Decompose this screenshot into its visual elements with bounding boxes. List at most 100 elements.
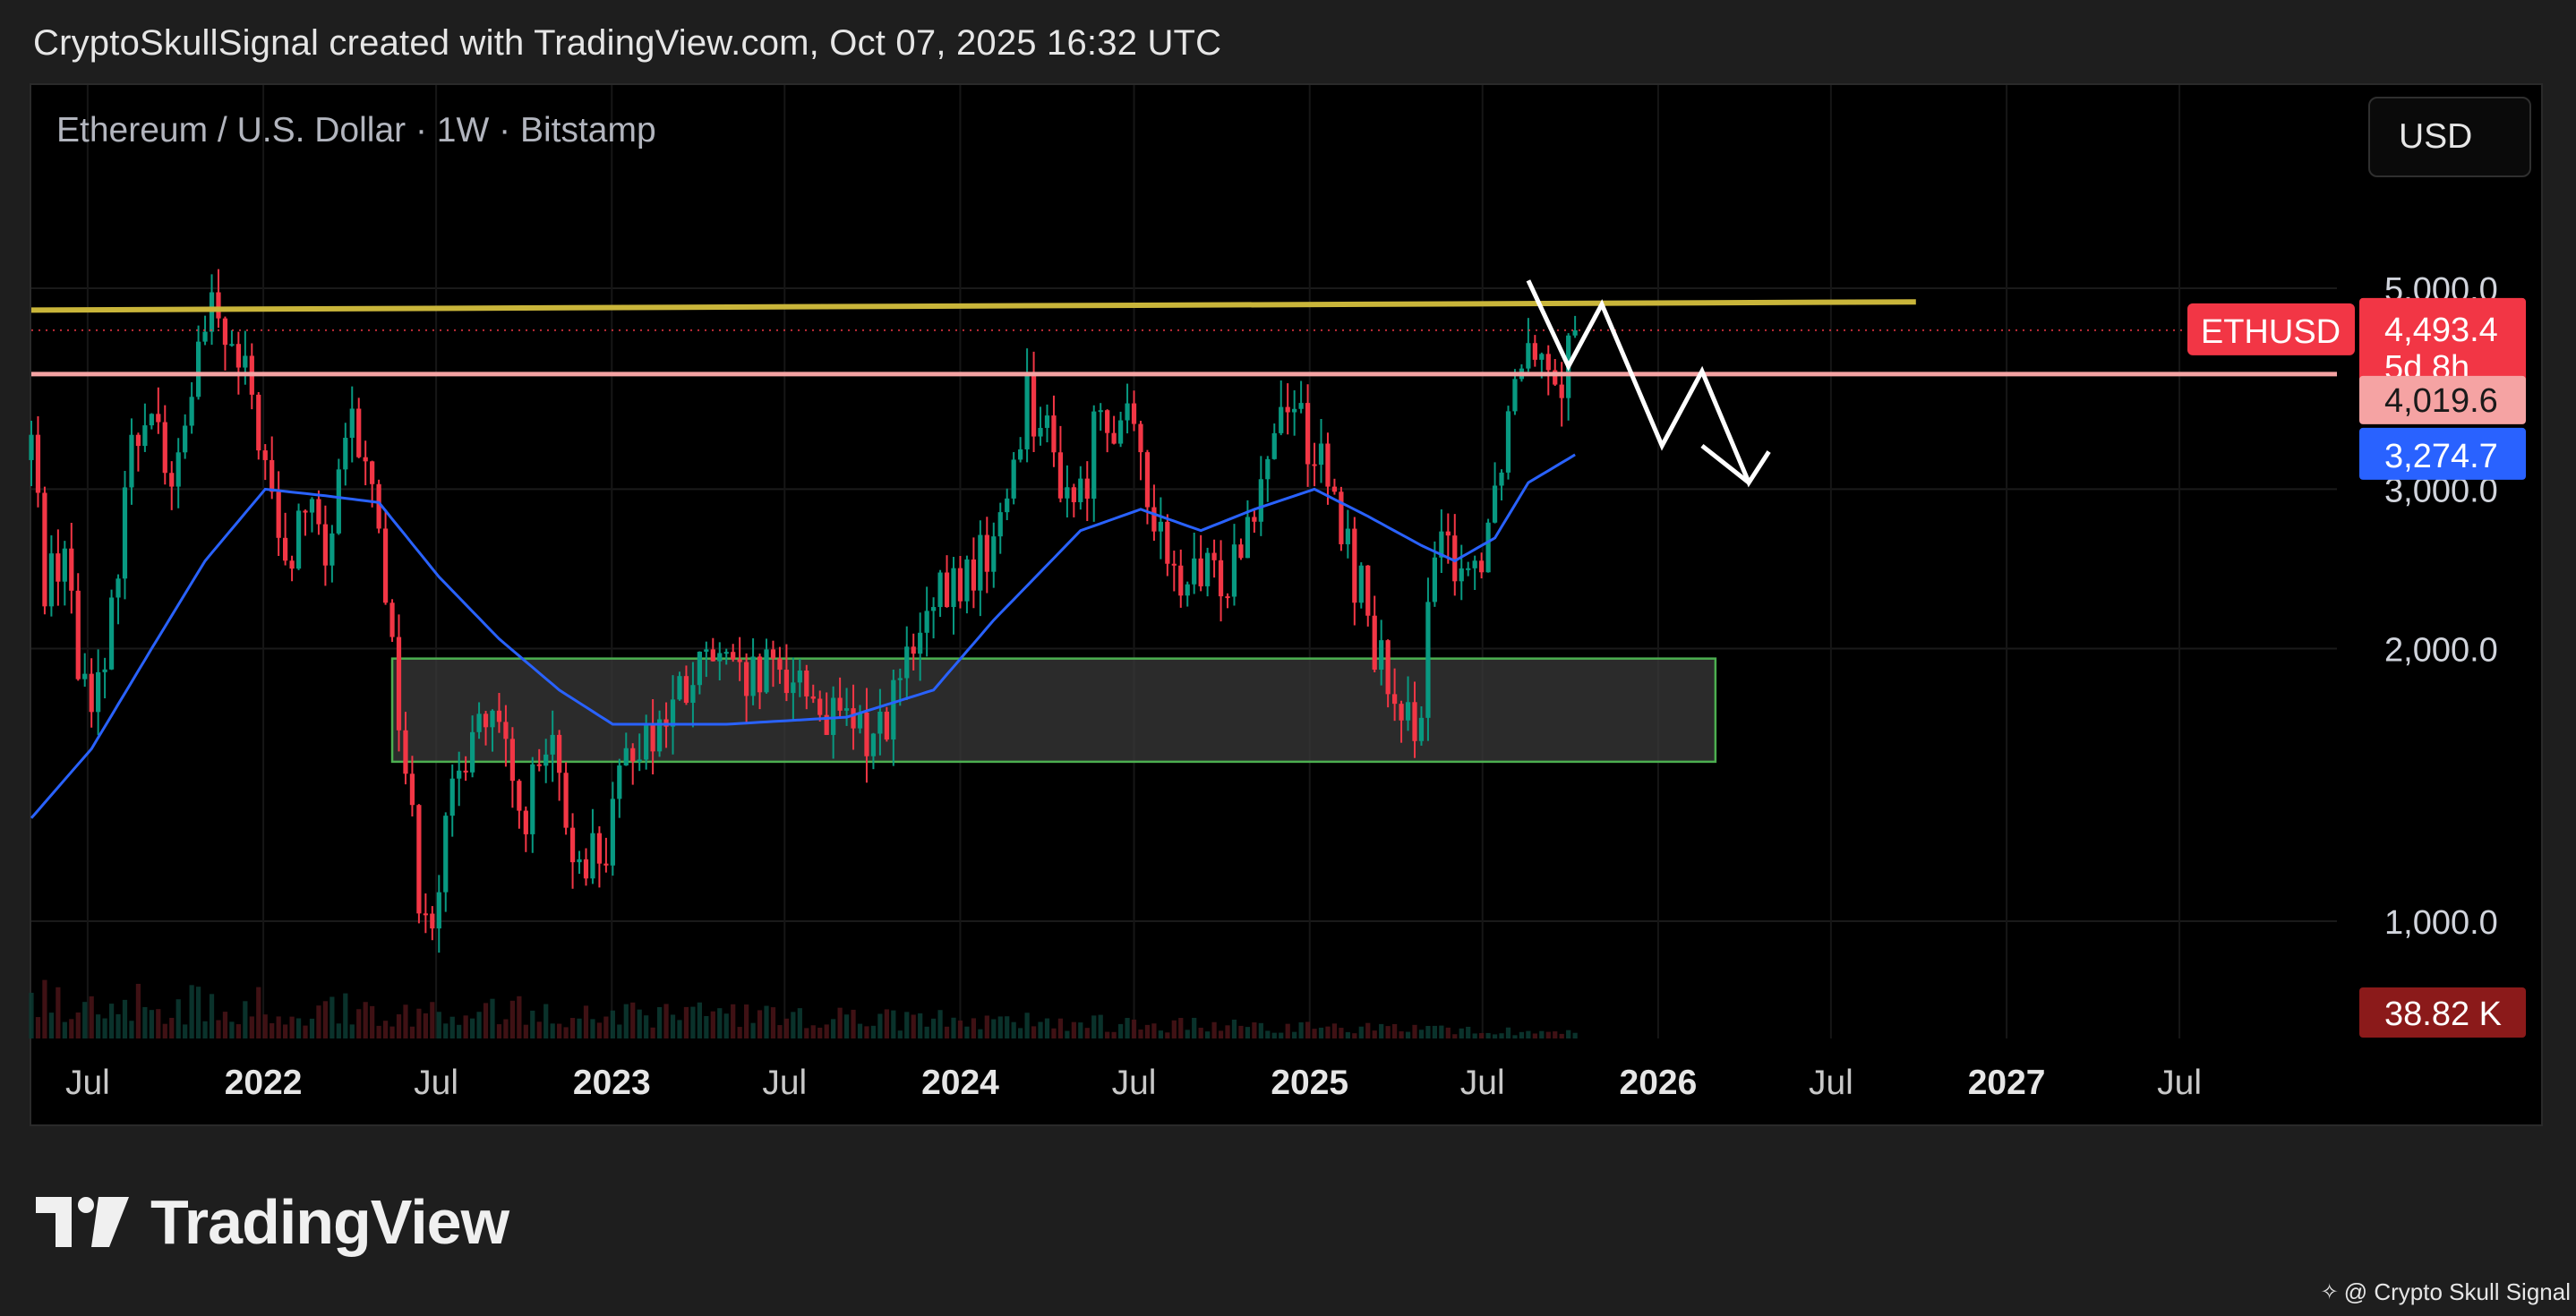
- candle-body: [162, 422, 167, 474]
- candle-body: [1379, 640, 1384, 671]
- candle-body: [343, 438, 348, 470]
- volume-bar: [62, 1021, 67, 1038]
- candle-body: [623, 748, 629, 766]
- volume-bar: [1038, 1021, 1043, 1038]
- candle-body: [744, 662, 749, 696]
- forecast-zigzag-arrow[interactable]: [1526, 279, 1771, 488]
- volume-bar: [329, 996, 335, 1038]
- candle-body: [1512, 379, 1518, 412]
- volume-bar: [864, 1026, 869, 1038]
- candle-body: [1305, 403, 1311, 465]
- candle-body: [1391, 694, 1398, 705]
- candle-body: [543, 754, 549, 766]
- volume-bar: [1545, 1031, 1551, 1038]
- volume-bar: [623, 1004, 629, 1038]
- volume-bar: [596, 1022, 603, 1038]
- candle-body: [1445, 531, 1451, 536]
- y-axis-label: 1,000.0: [2384, 904, 2498, 942]
- candle-body: [1439, 531, 1444, 558]
- volume-bar: [530, 1010, 535, 1038]
- volume-bar: [1391, 1023, 1398, 1038]
- candle-body: [557, 734, 562, 773]
- candle-body: [1071, 487, 1076, 502]
- candle-body: [1499, 472, 1504, 486]
- volume-bar: [617, 1024, 622, 1038]
- volume-bar: [750, 1022, 756, 1038]
- volume-bar: [737, 1027, 742, 1038]
- candle-body: [644, 723, 649, 760]
- candle-body: [1345, 528, 1350, 544]
- volume-bar: [1044, 1018, 1050, 1038]
- candle-body: [904, 646, 910, 679]
- volume-bar: [108, 1004, 115, 1038]
- volume-bar: [1279, 1032, 1284, 1038]
- volume-bar: [229, 1021, 235, 1038]
- candle-body: [1231, 544, 1237, 597]
- volume-bar: [991, 1019, 997, 1038]
- candle-body: [1352, 528, 1357, 603]
- candle-body: [944, 572, 950, 608]
- resistance-trendline[interactable]: [30, 299, 1916, 313]
- candle-body: [363, 457, 368, 462]
- candle-body: [1091, 411, 1097, 499]
- candle-body: [509, 739, 516, 782]
- volume-bar: [503, 1019, 509, 1038]
- currency-button[interactable]: USD: [2368, 97, 2531, 177]
- candle-body: [1258, 479, 1263, 522]
- volume-bar: [463, 1015, 468, 1038]
- volume-bar: [644, 1015, 649, 1038]
- volume-bar: [1225, 1025, 1230, 1038]
- volume-bar: [877, 1013, 883, 1038]
- accumulation-zone-box[interactable]: [390, 657, 1717, 764]
- volume-bar: [603, 1016, 609, 1038]
- tradingview-logo[interactable]: TradingView: [36, 1186, 509, 1258]
- candle-body: [1144, 452, 1151, 508]
- volume-bar: [189, 985, 194, 1038]
- volume-bar: [704, 1015, 709, 1038]
- x-axis-label: 2023: [573, 1064, 651, 1102]
- volume-bar: [156, 1009, 161, 1038]
- chart-pane[interactable]: [30, 83, 2543, 1126]
- volume-bar: [897, 1030, 903, 1038]
- candle-body: [403, 730, 408, 774]
- volume-bar: [1312, 1029, 1317, 1038]
- candle-body: [630, 748, 636, 762]
- candle-body: [1452, 535, 1458, 582]
- candle-body: [1472, 560, 1477, 568]
- candle-body: [1539, 354, 1545, 360]
- candle-body: [156, 414, 161, 423]
- volume-bar: [550, 1023, 555, 1038]
- candle-body: [1358, 565, 1364, 603]
- volume-bar: [810, 1025, 816, 1038]
- volume-bar: [1539, 1030, 1545, 1038]
- candle-body: [370, 461, 375, 484]
- volume-bar: [1078, 1022, 1083, 1038]
- volume-bar: [35, 1017, 41, 1038]
- volume-bar: [523, 1024, 528, 1038]
- candle-body: [1151, 507, 1157, 532]
- candle-body: [1138, 423, 1143, 453]
- candle-body: [764, 649, 769, 693]
- candle-body: [409, 773, 415, 806]
- candle-body: [1238, 544, 1244, 559]
- volume-bar: [169, 1017, 175, 1038]
- volume-bar: [723, 1013, 729, 1038]
- volume-bar: [1005, 1016, 1010, 1038]
- candle-body: [1057, 452, 1064, 499]
- candle-body: [1545, 354, 1551, 371]
- candle-body: [1279, 406, 1284, 433]
- candle-body: [750, 656, 756, 696]
- candle-body: [262, 450, 268, 460]
- support-price-tag: [2359, 375, 2526, 424]
- candle-body: [577, 859, 582, 863]
- volume-bar: [557, 1023, 562, 1038]
- volume-bar: [209, 994, 215, 1038]
- x-axis-label: Jul: [1460, 1064, 1505, 1102]
- candle-body: [797, 671, 802, 683]
- x-axis-label: Jul: [414, 1064, 458, 1102]
- candle-body: [62, 548, 67, 582]
- candle-body: [1292, 408, 1297, 413]
- volume-bar: [1505, 1027, 1511, 1038]
- candle-body: [256, 394, 261, 451]
